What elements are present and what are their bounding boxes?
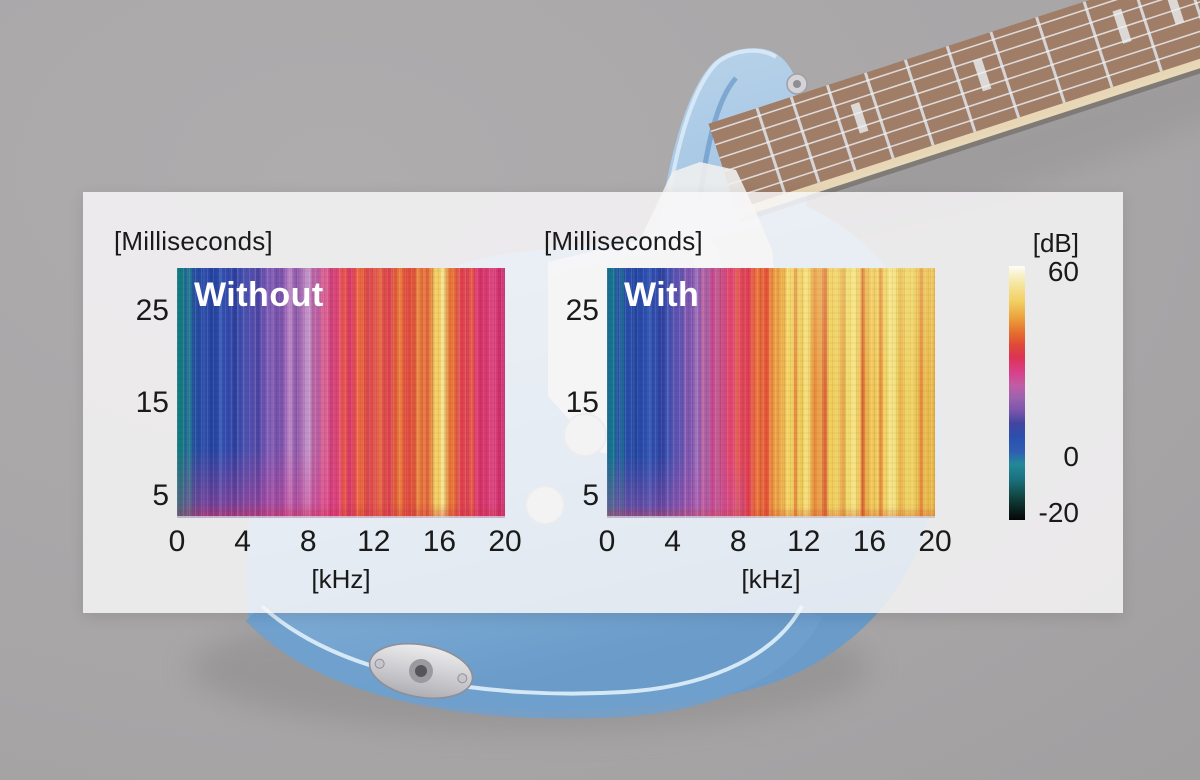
spectrogram-streak bbox=[377, 268, 383, 518]
spectrogram-streak bbox=[331, 268, 335, 518]
jack-plate bbox=[368, 643, 474, 699]
spectrogram-streak bbox=[793, 268, 797, 518]
spectrogram-wash bbox=[607, 455, 745, 518]
x-tick-label: 16 bbox=[422, 525, 457, 558]
spectrogram-with: With bbox=[607, 268, 935, 518]
spectrogram-streak bbox=[830, 268, 835, 518]
spectrogram-streak bbox=[734, 268, 739, 518]
colorbar-ticks: 60 0 -20 bbox=[1027, 258, 1079, 527]
spectrogram-streak bbox=[322, 268, 328, 518]
spectrogram-with-title: With bbox=[624, 276, 700, 314]
spectrogram-streak bbox=[449, 268, 455, 518]
x-tick-label: 0 bbox=[168, 525, 186, 558]
y-tick-label: 15 bbox=[135, 386, 169, 419]
spectrogram-streak bbox=[416, 268, 422, 518]
x-axis-label-without: [kHz] bbox=[311, 564, 371, 594]
x-tick-label: 0 bbox=[598, 525, 616, 558]
x-tick-label: 16 bbox=[852, 525, 887, 558]
spectrogram-streak bbox=[821, 268, 827, 518]
spectrogram-streak bbox=[434, 268, 442, 518]
comparison-panel: [Milliseconds] [Milliseconds] Without Wi… bbox=[83, 192, 1123, 613]
spectrogram-wash bbox=[177, 503, 505, 518]
y-tick-label: 25 bbox=[135, 294, 169, 327]
colorbar-label: [dB] bbox=[1032, 228, 1079, 258]
colorbar-tick-label: 60 bbox=[1047, 256, 1079, 288]
spectrogram-streak bbox=[186, 268, 192, 518]
spectrogram-streak bbox=[861, 268, 866, 518]
spectrogram-streak bbox=[426, 268, 431, 518]
y-tick-label: 25 bbox=[565, 294, 599, 327]
spectrogram-streak bbox=[726, 268, 732, 518]
spectrogram-streak bbox=[459, 268, 464, 518]
x-axis-ticks-without: 0 4 8 12 16 20 bbox=[169, 525, 522, 559]
spectrogram-streak bbox=[357, 268, 364, 518]
spectrogram-streak bbox=[608, 268, 615, 518]
spectrogram-streak bbox=[177, 268, 185, 518]
spectrogram-streak bbox=[386, 268, 391, 518]
spectrogram-streak bbox=[367, 268, 371, 518]
spectrogram-wash bbox=[177, 448, 341, 518]
y-axis-ticks-with: 25 15 5 bbox=[537, 268, 599, 518]
x-tick-label: 12 bbox=[357, 525, 391, 558]
y-tick-label: 5 bbox=[152, 479, 169, 512]
spectrogram-streak bbox=[869, 268, 875, 518]
x-tick-label: 20 bbox=[918, 525, 952, 558]
spectrogram-wash bbox=[787, 268, 935, 393]
spectrogram-streak bbox=[928, 268, 934, 518]
spectrogram-streak bbox=[774, 268, 779, 518]
spectrogram-streak bbox=[441, 268, 446, 518]
y-axis-label-with: [Milliseconds] bbox=[544, 226, 703, 256]
x-tick-label: 12 bbox=[787, 525, 821, 558]
x-tick-label: 4 bbox=[234, 525, 251, 558]
spectrogram-streak bbox=[754, 268, 759, 518]
spectrogram-streak bbox=[468, 268, 474, 518]
spectrogram-streak bbox=[498, 268, 503, 518]
spectrogram-without-title: Without bbox=[194, 276, 324, 314]
colorbar bbox=[1009, 266, 1025, 520]
x-tick-label: 8 bbox=[729, 525, 747, 558]
spectrogram-streak bbox=[908, 268, 914, 518]
y-axis-label-without: [Milliseconds] bbox=[114, 226, 273, 256]
spectrogram-streak bbox=[406, 268, 411, 518]
x-tick-label: 20 bbox=[488, 525, 522, 558]
x-axis-ticks-with: 0 4 8 12 16 20 bbox=[599, 525, 952, 559]
spectrogram-streak bbox=[702, 268, 706, 518]
spectrogram-streak bbox=[396, 268, 403, 518]
y-axis-ticks-without: 25 15 5 bbox=[107, 268, 169, 518]
spectrogram-streak bbox=[803, 268, 810, 518]
x-tick-label: 4 bbox=[664, 525, 681, 558]
spectrogram-streak bbox=[710, 268, 716, 518]
spectrogram-streak bbox=[839, 268, 845, 518]
spectrogram-streak bbox=[341, 268, 346, 518]
spectrogram-streak bbox=[744, 268, 750, 518]
colorbar-tick-label: 0 bbox=[1063, 441, 1079, 472]
colorbar-tick-label: -20 bbox=[1038, 496, 1079, 528]
spectrogram-without: Without bbox=[177, 268, 505, 518]
spectrogram-streak bbox=[898, 268, 903, 518]
strings bbox=[710, 0, 1200, 199]
x-tick-label: 8 bbox=[299, 525, 317, 558]
spectrogram-streak bbox=[849, 268, 856, 518]
spectrogram-wash bbox=[607, 505, 935, 518]
x-axis-label-with: [kHz] bbox=[741, 564, 801, 594]
guitar-neck bbox=[708, 0, 1200, 223]
spectrogram-streak bbox=[785, 268, 792, 518]
y-tick-label: 5 bbox=[582, 479, 599, 512]
spectrogram-streak bbox=[813, 268, 818, 518]
strap-button bbox=[786, 73, 808, 95]
spectrogram-streak bbox=[349, 268, 353, 518]
spectrogram-streak bbox=[718, 268, 722, 518]
y-tick-label: 15 bbox=[565, 386, 599, 419]
spectrogram-streak bbox=[478, 268, 483, 518]
spectrogram-streak bbox=[879, 268, 884, 518]
spectrogram-streak bbox=[889, 268, 896, 518]
spectrogram-streak bbox=[918, 268, 923, 518]
spectrogram-streak bbox=[488, 268, 494, 518]
frets bbox=[755, 0, 1200, 195]
spectrogram-streak bbox=[764, 268, 770, 518]
